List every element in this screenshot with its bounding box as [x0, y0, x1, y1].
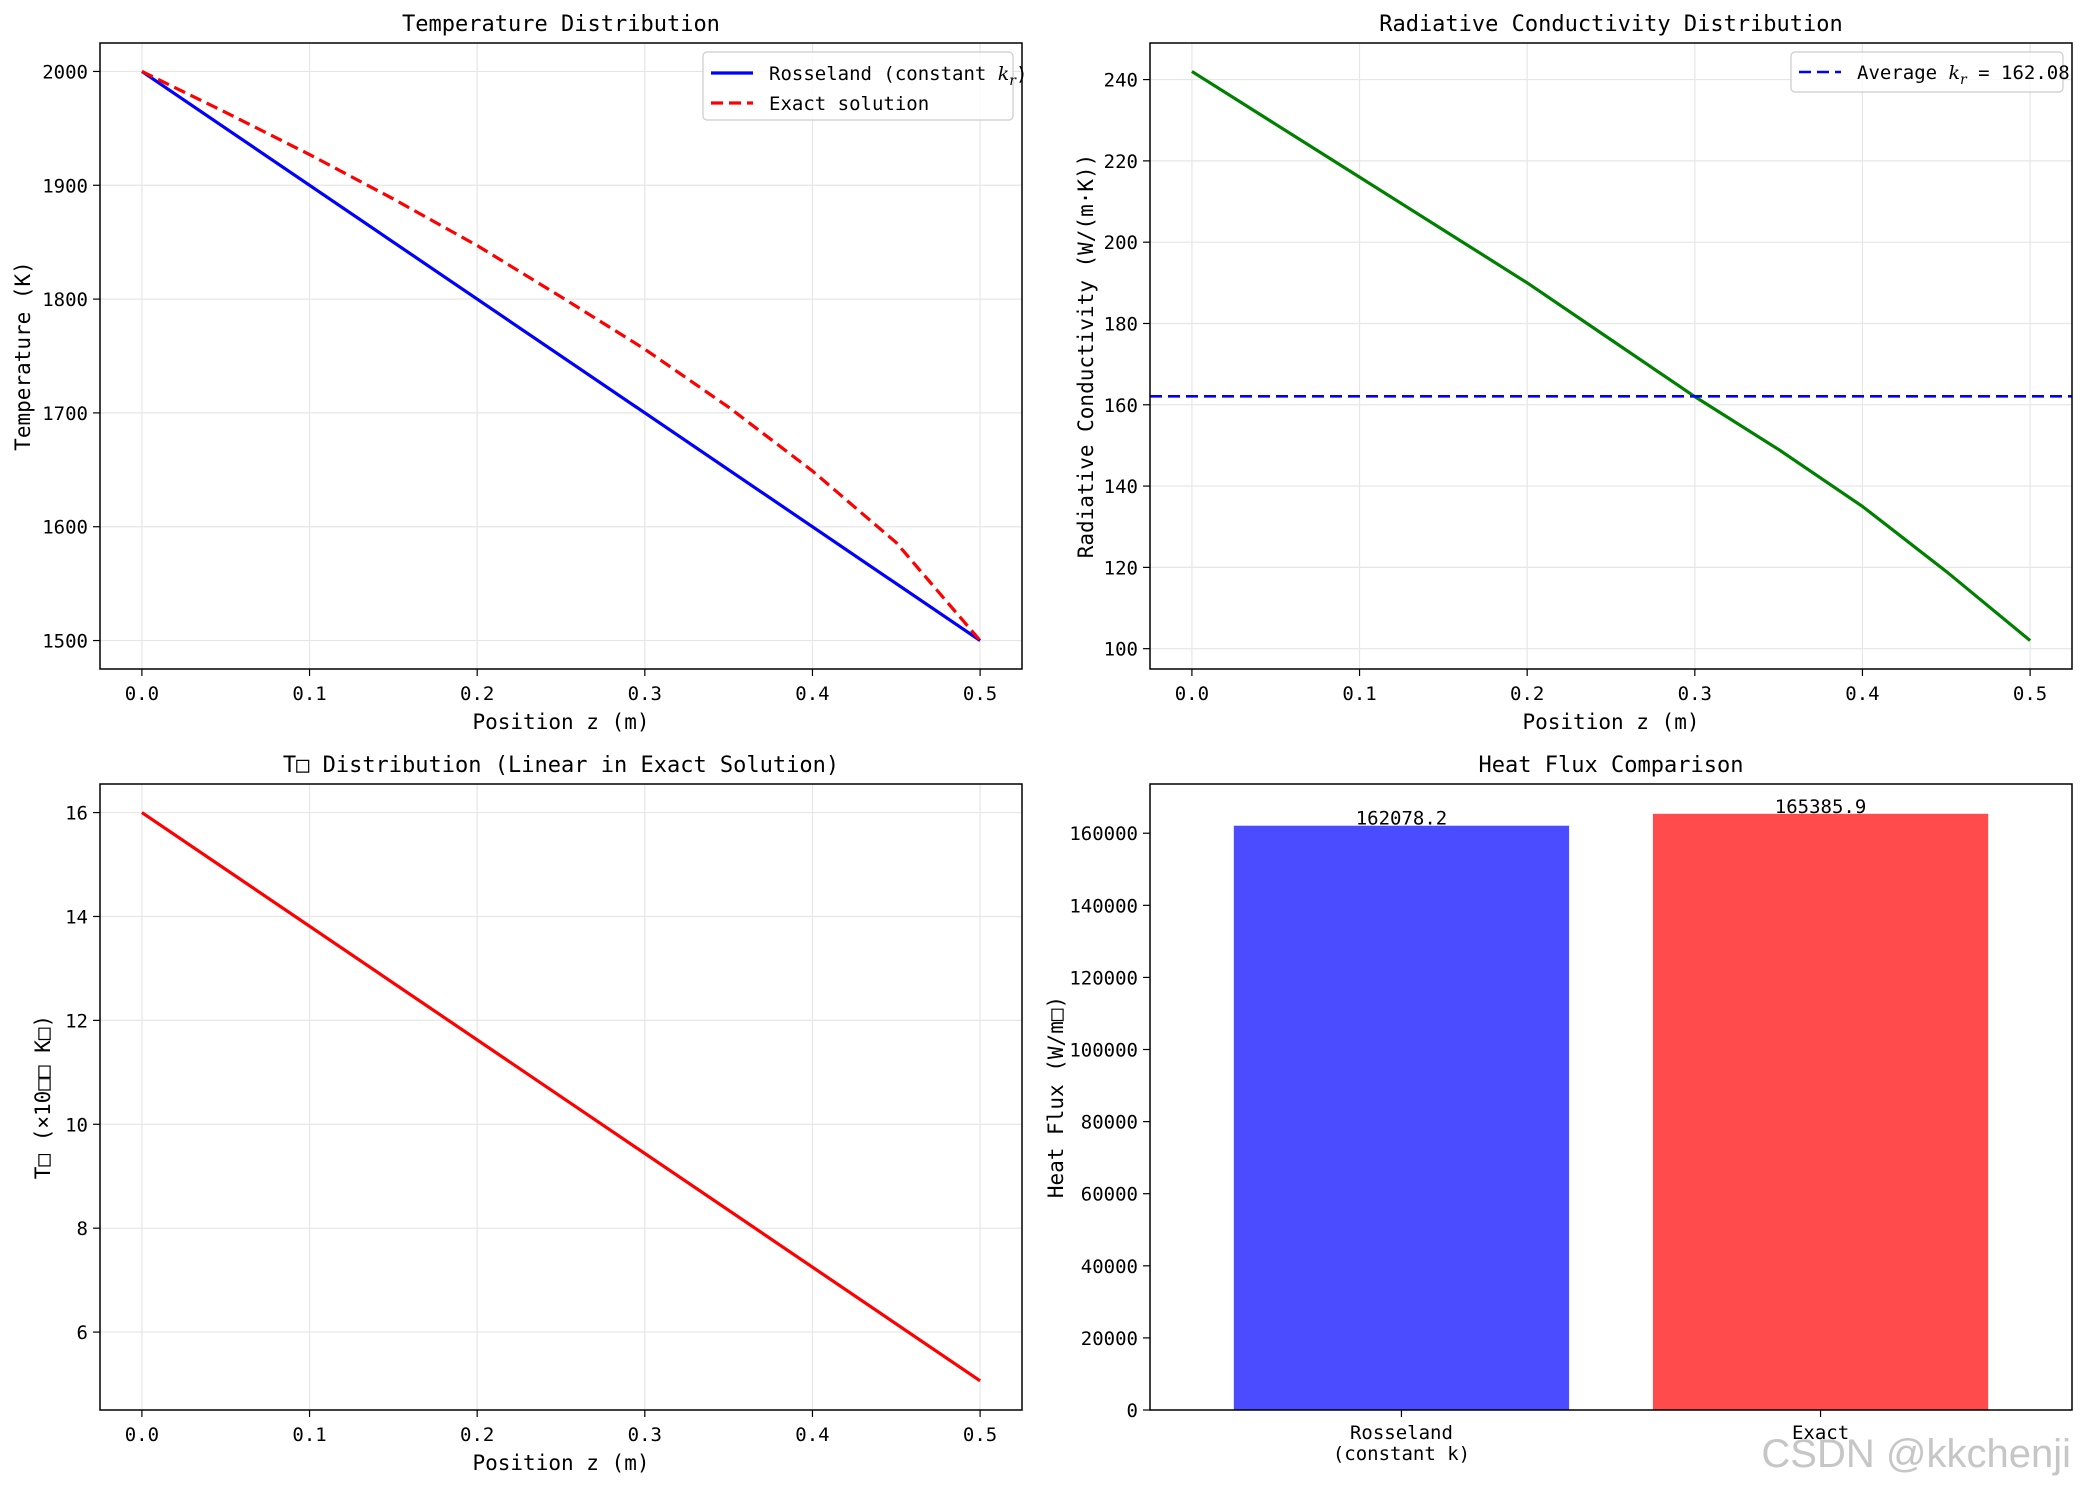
bar-exact — [1652, 813, 1989, 1410]
y-tick-label: 20000 — [1081, 1328, 1138, 1350]
x-tick-label: 0.5 — [2013, 683, 2047, 705]
y-tick-label: 180 — [1104, 313, 1138, 335]
chart-title: Radiative Conductivity Distribution — [1379, 12, 1843, 37]
y-tick-label: 1900 — [42, 175, 88, 197]
y-tick-label: 140000 — [1069, 895, 1138, 917]
axes-frame — [99, 783, 1023, 1411]
y-tick-label: 6 — [77, 1322, 88, 1344]
y-tick-label: 120000 — [1069, 967, 1138, 989]
x-tick-label: 0.1 — [292, 1424, 326, 1446]
y-tick-label: 240 — [1104, 70, 1138, 92]
y-tick-label: 10 — [65, 1114, 88, 1136]
bar-rosseland — [1233, 825, 1570, 1410]
axes-frame — [99, 42, 1023, 670]
x-axis-label: Position z (m) — [472, 1451, 649, 1475]
temperature-chart: 0.0 0.1 0.2 0.3 0.4 0.5 1500 1600 1700 1800 1900 20… — [11, 12, 1027, 734]
radiative-conductivity-line — [1191, 70, 2032, 642]
y-axis-label: Heat Flux (W/m□) — [1044, 996, 1068, 1198]
watermark: CSDN @kkchenji — [1761, 1432, 2071, 1476]
y-tick-label: 80000 — [1081, 1112, 1138, 1134]
y-axis-label: Temperature (K) — [11, 261, 35, 451]
legend-label: Exact solution — [769, 93, 929, 115]
bar-value-label: 165385.9 — [1775, 796, 1867, 818]
x-tick-label: 0.0 — [125, 1424, 159, 1446]
chart-title: Temperature Distribution — [402, 12, 720, 37]
radiative-conductivity-chart: 0.0 0.1 0.2 0.3 0.4 0.5 100 120 140 160 180 200 220 2… — [1074, 12, 2073, 734]
t4-line — [141, 811, 981, 1383]
y-tick-label: 120 — [1104, 557, 1138, 579]
y-tick-label: 220 — [1104, 151, 1138, 173]
x-tick-label: Exact — [1792, 1422, 1849, 1444]
y-tick-label: 200 — [1104, 232, 1138, 254]
x-tick-label: 0.1 — [292, 683, 326, 705]
legend-label: Average kr = 162.08 — [1857, 62, 2070, 88]
axes-frame — [1149, 783, 2073, 1411]
y-tick-label: 60000 — [1081, 1184, 1138, 1206]
y-tick-label: 100000 — [1069, 1040, 1138, 1062]
y-tick-label: 1700 — [42, 403, 88, 425]
legend-box — [702, 51, 1014, 121]
y-tick-label: 8 — [77, 1218, 88, 1240]
x-tick-label: Rosseland — [1350, 1422, 1453, 1444]
x-tick-label: 0.2 — [1510, 683, 1544, 705]
x-tick-label: 0.5 — [963, 683, 997, 705]
y-tick-label: 1600 — [42, 517, 88, 539]
x-tick-label: 0.0 — [125, 683, 159, 705]
y-tick-label: 160000 — [1069, 823, 1138, 845]
x-tick-label: 0.1 — [1342, 683, 1376, 705]
y-tick-label: 1800 — [42, 289, 88, 311]
axes-frame — [1149, 42, 2073, 670]
x-tick-label: 0.3 — [1678, 683, 1712, 705]
x-tick-label: 0.0 — [1175, 683, 1209, 705]
x-tick-label: (constant k) — [1333, 1443, 1470, 1465]
y-tick-label: 40000 — [1081, 1256, 1138, 1278]
y-tick-label: 14 — [65, 906, 88, 928]
chart-title: Heat Flux Comparison — [1479, 753, 1744, 778]
y-tick-label: 160 — [1104, 395, 1138, 417]
x-tick-label: 0.2 — [460, 1424, 494, 1446]
x-tick-label: 0.5 — [963, 1424, 997, 1446]
legend-label: Rosseland (constant kr) — [769, 63, 1027, 89]
chart-title: T□ Distribution (Linear in Exact Solutio… — [283, 753, 839, 778]
x-tick-label: 0.4 — [795, 683, 829, 705]
y-tick-label: 12 — [65, 1010, 88, 1032]
y-tick-label: 16 — [65, 803, 88, 825]
bar-value-label: 162078.2 — [1356, 808, 1448, 830]
x-tick-label: 0.2 — [460, 683, 494, 705]
y-tick-label: 0 — [1127, 1400, 1138, 1422]
y-axis-label: T□ (×10□□ K□) — [31, 1015, 55, 1179]
heat-flux-chart: 0 20000 40000 60000 80000 100000 120000 140000 1… — [1044, 753, 2073, 1465]
y-tick-label: 2000 — [42, 61, 88, 83]
exact-solution-line — [141, 70, 982, 642]
y-tick-label: 140 — [1104, 476, 1138, 498]
y-axis-label: Radiative Conductivity (W/(m·K)) — [1074, 154, 1098, 559]
x-axis-label: Position z (m) — [472, 710, 649, 734]
legend-box — [1790, 51, 2064, 93]
rosseland-line — [141, 70, 981, 642]
x-tick-label: 0.4 — [795, 1424, 829, 1446]
t4-distribution-chart: 0.0 0.1 0.2 0.3 0.4 0.5 6 8 10 12 14 16 T□ Distribut… — [31, 753, 1023, 1475]
x-axis-label: Position z (m) — [1522, 710, 1699, 734]
y-tick-label: 1500 — [42, 631, 88, 653]
x-tick-label: 0.4 — [1845, 683, 1879, 705]
x-tick-label: 0.3 — [628, 1424, 662, 1446]
x-tick-label: 0.3 — [628, 683, 662, 705]
y-tick-label: 100 — [1104, 639, 1138, 661]
